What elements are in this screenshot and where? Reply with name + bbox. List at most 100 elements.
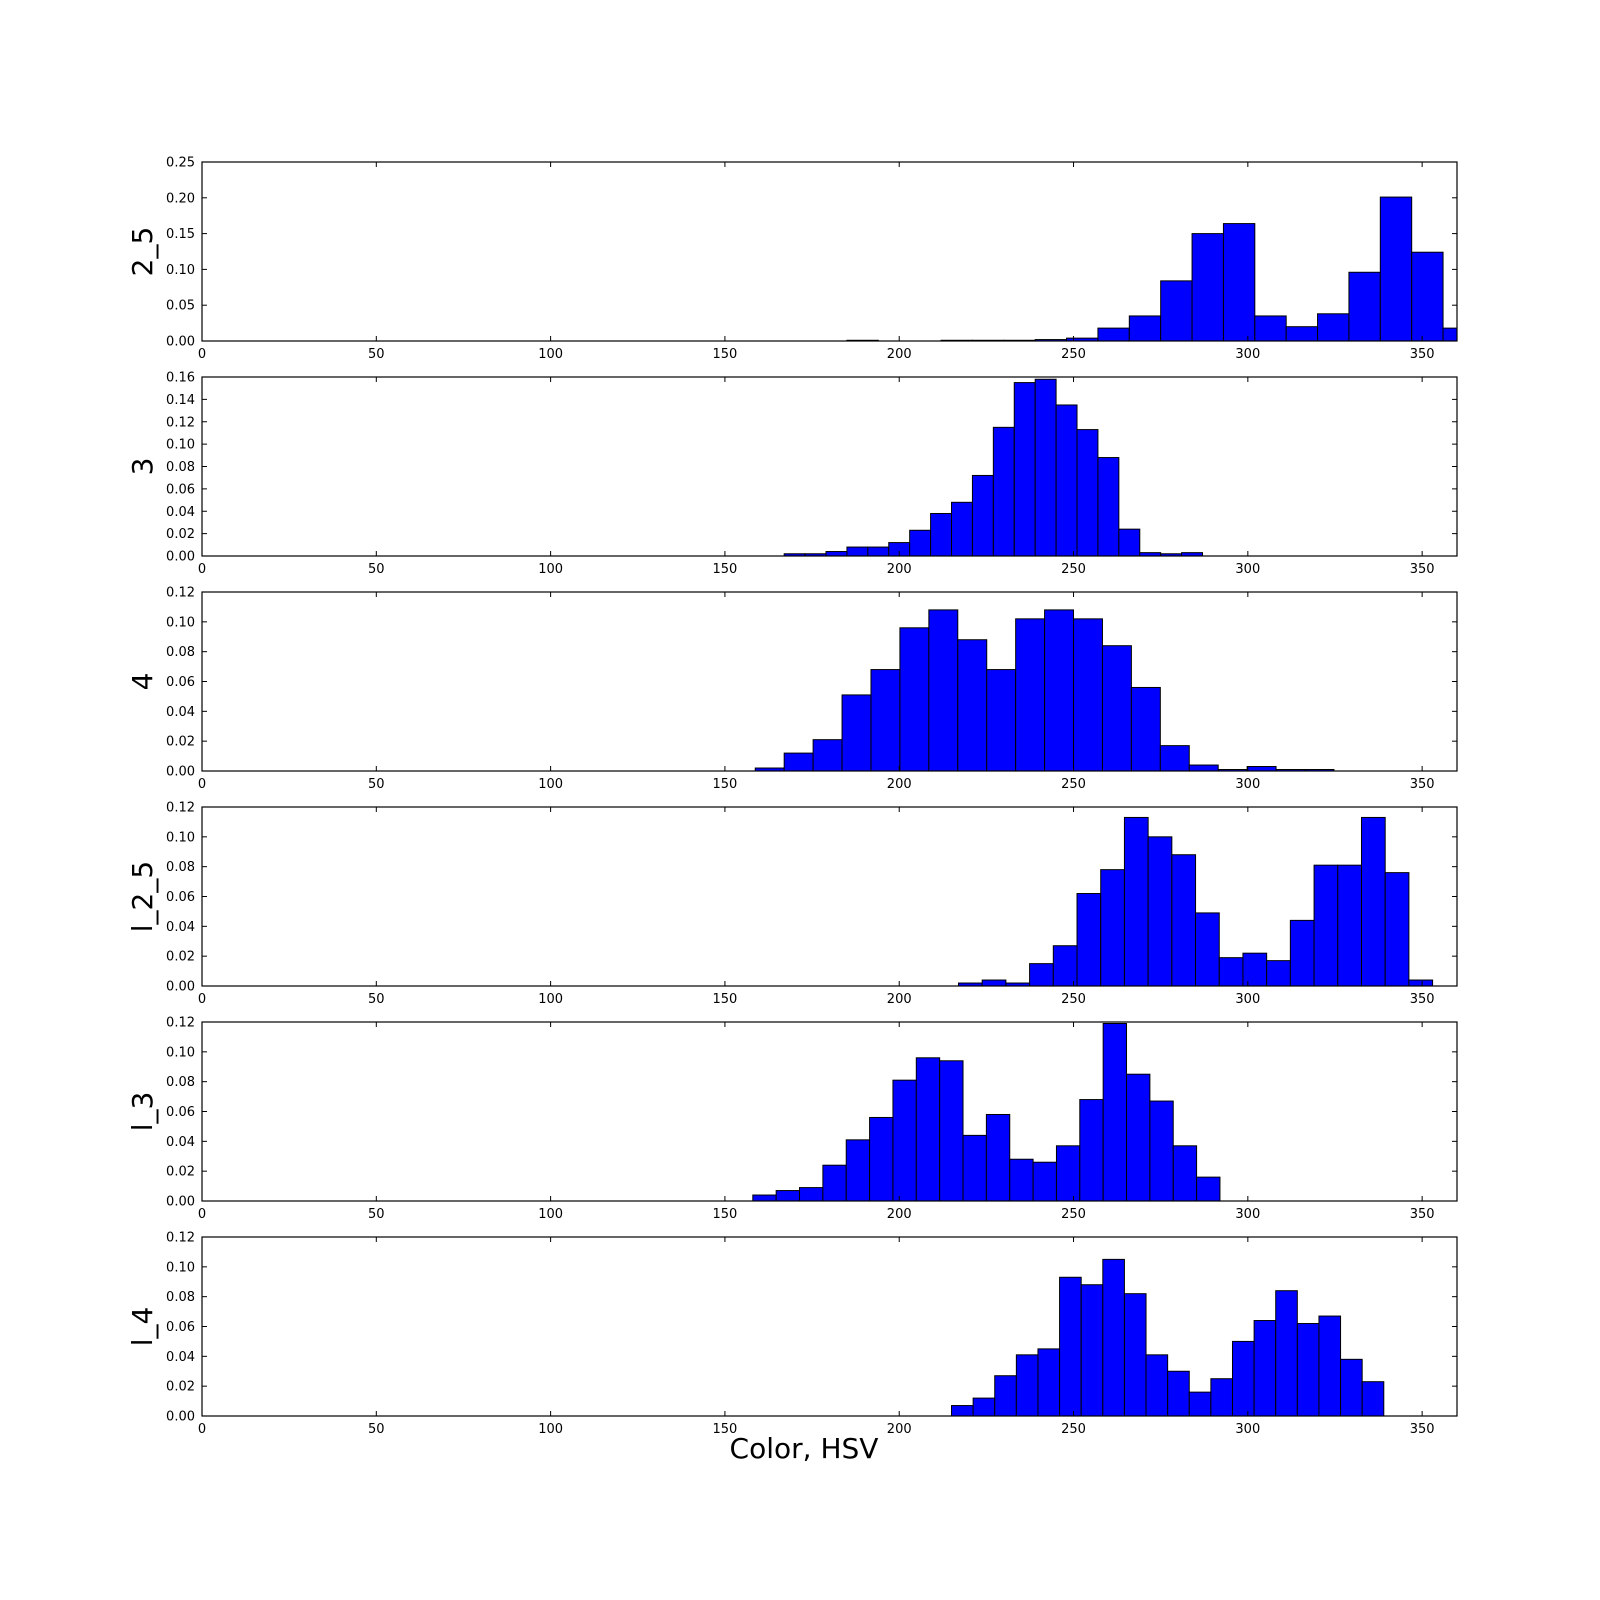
histogram-bar — [1097, 327, 1130, 342]
x-axis-label: Color, HSV — [730, 1432, 879, 1465]
histogram-bar — [1188, 1391, 1212, 1417]
x-tick-label: 150 — [713, 1207, 738, 1222]
histogram-bar — [1102, 1258, 1125, 1417]
x-tick-label: 50 — [368, 1422, 385, 1437]
histogram-bar — [899, 627, 930, 772]
histogram-bar — [1210, 1378, 1233, 1417]
histogram-bar — [1147, 836, 1173, 987]
histogram-bar — [1013, 382, 1036, 557]
histogram-bar — [1073, 618, 1103, 772]
histogram-bar — [1411, 251, 1444, 342]
histogram-bar — [1079, 1099, 1104, 1202]
histogram-bar — [1055, 1145, 1081, 1202]
histogram-bar — [1059, 1276, 1082, 1417]
histogram-bar — [1149, 1100, 1174, 1202]
x-tick-label: 50 — [368, 347, 385, 362]
y-tick-label: 0.12 — [166, 415, 195, 430]
x-tick-label: 100 — [538, 992, 563, 1007]
histogram-bar — [1009, 1158, 1034, 1202]
histogram-bar — [939, 1060, 964, 1202]
histogram-bar — [1361, 1381, 1385, 1417]
y-tick-label: 0.02 — [166, 1380, 195, 1395]
x-tick-label: 100 — [538, 1422, 563, 1437]
histogram-bar — [1080, 1284, 1104, 1417]
histogram-bar — [1313, 864, 1339, 987]
histogram-bar — [1130, 686, 1161, 772]
histogram-bar — [972, 1397, 996, 1417]
histogram-bar — [1296, 1323, 1320, 1417]
histogram-bar — [867, 546, 890, 557]
histogram-bar — [1266, 960, 1291, 987]
axes-frame — [201, 161, 1458, 342]
histogram-bar — [869, 1116, 894, 1202]
x-tick-label: 250 — [1061, 562, 1086, 577]
x-tick-label: 0 — [198, 992, 206, 1007]
histogram-bar — [994, 1375, 1017, 1417]
x-tick-label: 0 — [198, 1422, 206, 1437]
histogram-bar — [1097, 457, 1120, 557]
y-tick-label: 0.12 — [166, 586, 195, 601]
histogram-bar — [1195, 912, 1220, 987]
histogram-bar — [1246, 766, 1277, 772]
axes-frame — [201, 806, 1458, 987]
y-tick-label: 0.02 — [166, 735, 195, 750]
x-tick-label: 50 — [368, 992, 385, 1007]
y-tick-label: 0.10 — [166, 615, 195, 630]
x-tick-label: 0 — [198, 562, 206, 577]
histogram-bar — [1055, 404, 1078, 557]
y-tick-label: 0.02 — [166, 1165, 195, 1180]
histogram-panel: 0 50 100 150 200 250 300 350 0.00 0.02 0.04 0.06 0.0… — [126, 1016, 1458, 1222]
y-tick-label: 0.08 — [166, 460, 195, 475]
y-tick-label: 0.08 — [166, 645, 195, 660]
histogram-bar — [957, 639, 988, 772]
x-tick-label: 200 — [887, 777, 912, 792]
histogram-bar — [775, 1190, 801, 1202]
x-tick-label: 300 — [1235, 347, 1260, 362]
x-tick-label: 200 — [887, 1422, 912, 1437]
x-tick-label: 200 — [887, 347, 912, 362]
x-tick-label: 300 — [1235, 992, 1260, 1007]
y-tick-label: 0.16 — [166, 371, 195, 386]
histogram-bar — [1218, 957, 1244, 987]
histogram-bar — [1037, 1348, 1061, 1417]
histogram-bar — [1442, 327, 1458, 342]
histogram-bar — [1015, 618, 1046, 772]
histogram-bar — [915, 1057, 941, 1202]
y-tick-label: 0.10 — [166, 1260, 195, 1275]
x-tick-label: 150 — [713, 992, 738, 1007]
y-axis-label: 4 — [126, 673, 159, 691]
x-tick-label: 300 — [1235, 562, 1260, 577]
y-tick-label: 0.02 — [166, 527, 195, 542]
histogram-bar — [1172, 1145, 1198, 1202]
y-axis-label: l_2_5 — [126, 861, 159, 932]
y-tick-label: 0.15 — [166, 227, 195, 242]
histogram-bar — [1408, 979, 1434, 987]
histogram-bar — [1337, 864, 1362, 987]
y-axis-label: l_3 — [126, 1092, 159, 1132]
y-tick-label: 0.05 — [166, 299, 195, 314]
histogram-bar — [1029, 963, 1054, 987]
histogram-bar — [985, 1113, 1011, 1202]
histogram-bar — [909, 529, 932, 557]
histogram-bar — [846, 546, 869, 557]
y-tick-label: 0.00 — [166, 1195, 195, 1210]
histogram-bar — [1222, 223, 1256, 342]
histogram-bar — [1242, 952, 1268, 987]
x-tick-label: 200 — [887, 562, 912, 577]
y-tick-label: 0.20 — [166, 191, 195, 206]
x-tick-label: 250 — [1061, 992, 1086, 1007]
histogram-bar — [1102, 1022, 1128, 1202]
y-axis-label: 3 — [126, 458, 159, 476]
histogram-bar — [1348, 271, 1381, 342]
histogram-bar — [825, 551, 848, 557]
histogram-bar — [1285, 326, 1319, 342]
histogram-bar — [1254, 315, 1287, 342]
y-tick-label: 0.10 — [166, 830, 195, 845]
histogram-panel: 0 50 100 150 200 250 300 350 0.00 0.05 0.10 0.15 0.2… — [126, 156, 1458, 362]
histogram-bar — [1118, 528, 1141, 557]
histogram-bar — [1340, 1358, 1363, 1417]
x-tick-label: 150 — [713, 347, 738, 362]
y-tick-label: 0.00 — [166, 980, 195, 995]
histogram-bar — [951, 1405, 974, 1417]
